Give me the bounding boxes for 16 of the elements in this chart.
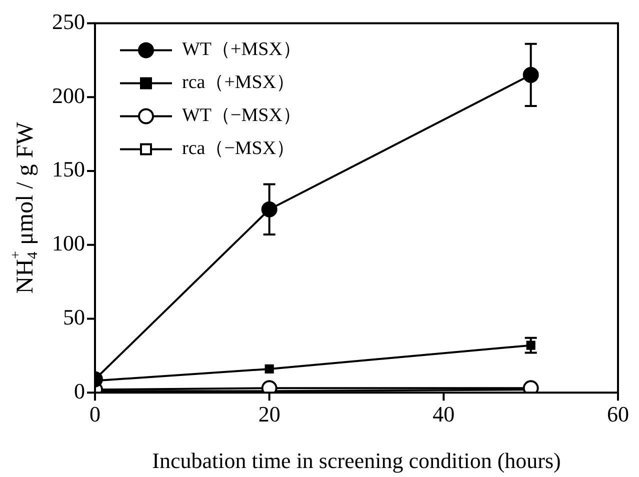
legend-label: rca（−MSX） bbox=[182, 138, 296, 160]
legend-label: WT（−MSX） bbox=[182, 105, 302, 126]
y-tick-label: 50 bbox=[63, 304, 85, 330]
x-axis-title: Incubation time in screening condition (hours) bbox=[152, 448, 561, 473]
y-axis-title: NH4+ μmol / g FW bbox=[8, 122, 41, 294]
legend-label: rca（+MSX） bbox=[182, 72, 296, 94]
y-tick-label: 100 bbox=[52, 230, 85, 256]
x-tick-label: 60 bbox=[607, 402, 629, 427]
x-tick-label: 0 bbox=[90, 402, 100, 427]
y-tick-label: 0 bbox=[74, 378, 85, 404]
y-tick-label: 200 bbox=[52, 82, 85, 108]
legend-label: WT（+MSX） bbox=[182, 39, 302, 60]
x-tick-label: 20 bbox=[258, 402, 280, 427]
x-tick-label: 40 bbox=[432, 402, 455, 427]
y-tick-label: 150 bbox=[52, 156, 85, 182]
y-tick-label: 250 bbox=[52, 8, 85, 34]
